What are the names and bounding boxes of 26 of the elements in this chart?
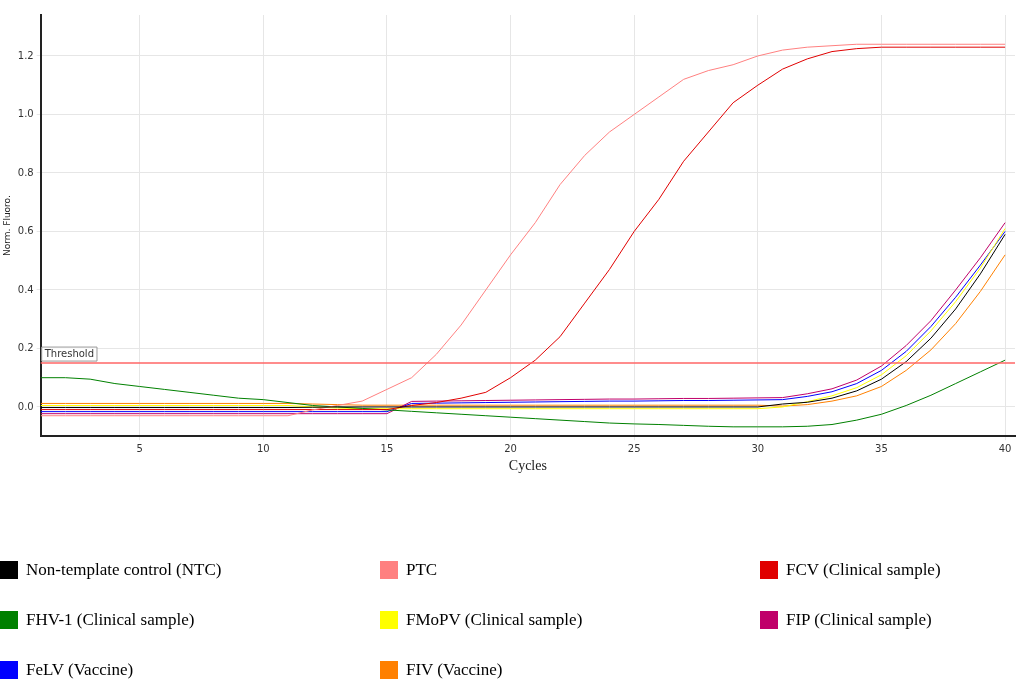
x-axis-title: Cycles <box>508 458 547 474</box>
legend-label: PTC <box>406 560 438 580</box>
x-tick-label: 10 <box>256 442 270 454</box>
legend-label: FCV (Clinical sample) <box>786 560 941 580</box>
y-tick-label: 0.8 <box>17 166 34 178</box>
y-tick-label: 0.0 <box>17 400 34 412</box>
y-axis-title: Norm. Fluoro. <box>1 195 12 257</box>
legend-label: FIP (Clinical sample) <box>786 610 932 630</box>
x-tick-label: 5 <box>136 442 143 454</box>
x-tick-label: 25 <box>627 442 641 454</box>
y-tick-label: 0.6 <box>17 225 34 237</box>
legend-label: FMoPV (Clinical sample) <box>406 610 583 630</box>
legend-label: FeLV (Vaccine) <box>26 660 134 680</box>
x-tick-label: 30 <box>751 442 765 454</box>
y-tick-label: 1.0 <box>17 108 34 120</box>
y-tick-label: 1.2 <box>17 49 34 61</box>
legend-label: Non-template control (NTC) <box>26 560 222 580</box>
legend-label: FIV (Vaccine) <box>406 660 503 680</box>
x-tick-label: 40 <box>998 442 1012 454</box>
legend-label: FHV-1 (Clinical sample) <box>26 610 195 630</box>
x-tick-label: 20 <box>504 442 517 454</box>
y-tick-label: 0.2 <box>17 342 34 354</box>
ref-line-label: Threshold <box>43 347 94 359</box>
y-tick-label: 0.4 <box>17 283 34 295</box>
x-tick-label: 35 <box>875 442 888 454</box>
x-tick-label: 15 <box>380 442 394 454</box>
